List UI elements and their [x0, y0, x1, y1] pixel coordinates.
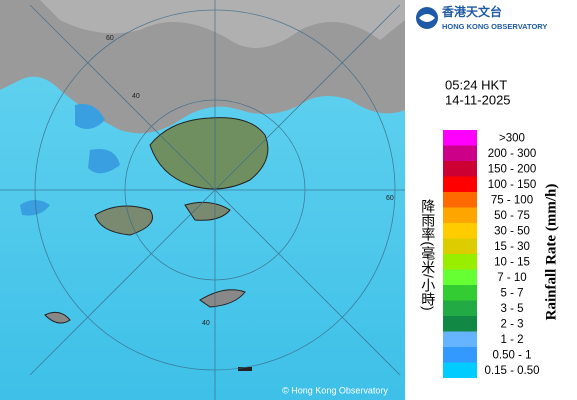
legend-label: 75 - 100 [491, 194, 533, 206]
legend-label: 5 - 7 [500, 287, 523, 299]
legend-label: 3 - 5 [500, 303, 523, 315]
legend-swatch [443, 331, 477, 347]
org-chinese: 香港天文台 [441, 4, 502, 19]
ring-label: 40 [132, 93, 140, 100]
legend-swatch [443, 254, 477, 270]
legend-swatch [443, 238, 477, 254]
legend-label: 100 - 150 [488, 179, 537, 191]
legend-swatch [443, 176, 477, 192]
legend: >300 200 - 300 150 - 200 100 - 150 75 - 100 5… [443, 130, 539, 378]
legend-swatch [443, 316, 477, 332]
copyright: © Hong Kong Observatory [282, 385, 388, 395]
legend-title-english: Rainfall Rate (mm/h) [543, 184, 559, 321]
date: 14-11-2025 [445, 92, 511, 107]
legend-label: 10 - 15 [494, 256, 530, 268]
ring-label: 60 [386, 195, 394, 202]
legend-swatch [443, 161, 477, 177]
time: 05:24 HKT [445, 77, 507, 92]
legend-label: 200 - 300 [488, 148, 537, 160]
legend-label: 150 - 200 [488, 163, 537, 175]
legend-label: 0.50 - 1 [493, 349, 532, 361]
legend-swatch [443, 207, 477, 223]
legend-swatch [443, 223, 477, 239]
org-english: HONG KONG OBSERVATORY [442, 22, 547, 31]
legend-label: 7 - 10 [497, 272, 526, 284]
legend-swatch [443, 362, 477, 378]
legend-swatch [443, 130, 477, 146]
legend-label: 1 - 2 [500, 334, 523, 346]
legend-label: 2 - 3 [500, 318, 523, 330]
legend-label: >300 [499, 132, 525, 144]
ring-label: 40 [202, 320, 210, 327]
logo [416, 7, 438, 29]
legend-swatch [443, 285, 477, 301]
legend-title-chinese: 降雨率(毫米/小時) [420, 199, 436, 310]
map [0, 0, 405, 400]
legend-swatch [443, 300, 477, 316]
legend-swatch [443, 269, 477, 285]
ring-label: 60 [106, 35, 114, 42]
legend-swatch [443, 192, 477, 208]
legend-swatch [443, 145, 477, 161]
legend-swatch [443, 347, 477, 363]
legend-label: 30 - 50 [494, 225, 530, 237]
legend-label: 15 - 30 [494, 241, 530, 253]
legend-label: 50 - 75 [494, 210, 530, 222]
legend-label: 0.15 - 0.50 [485, 365, 540, 377]
